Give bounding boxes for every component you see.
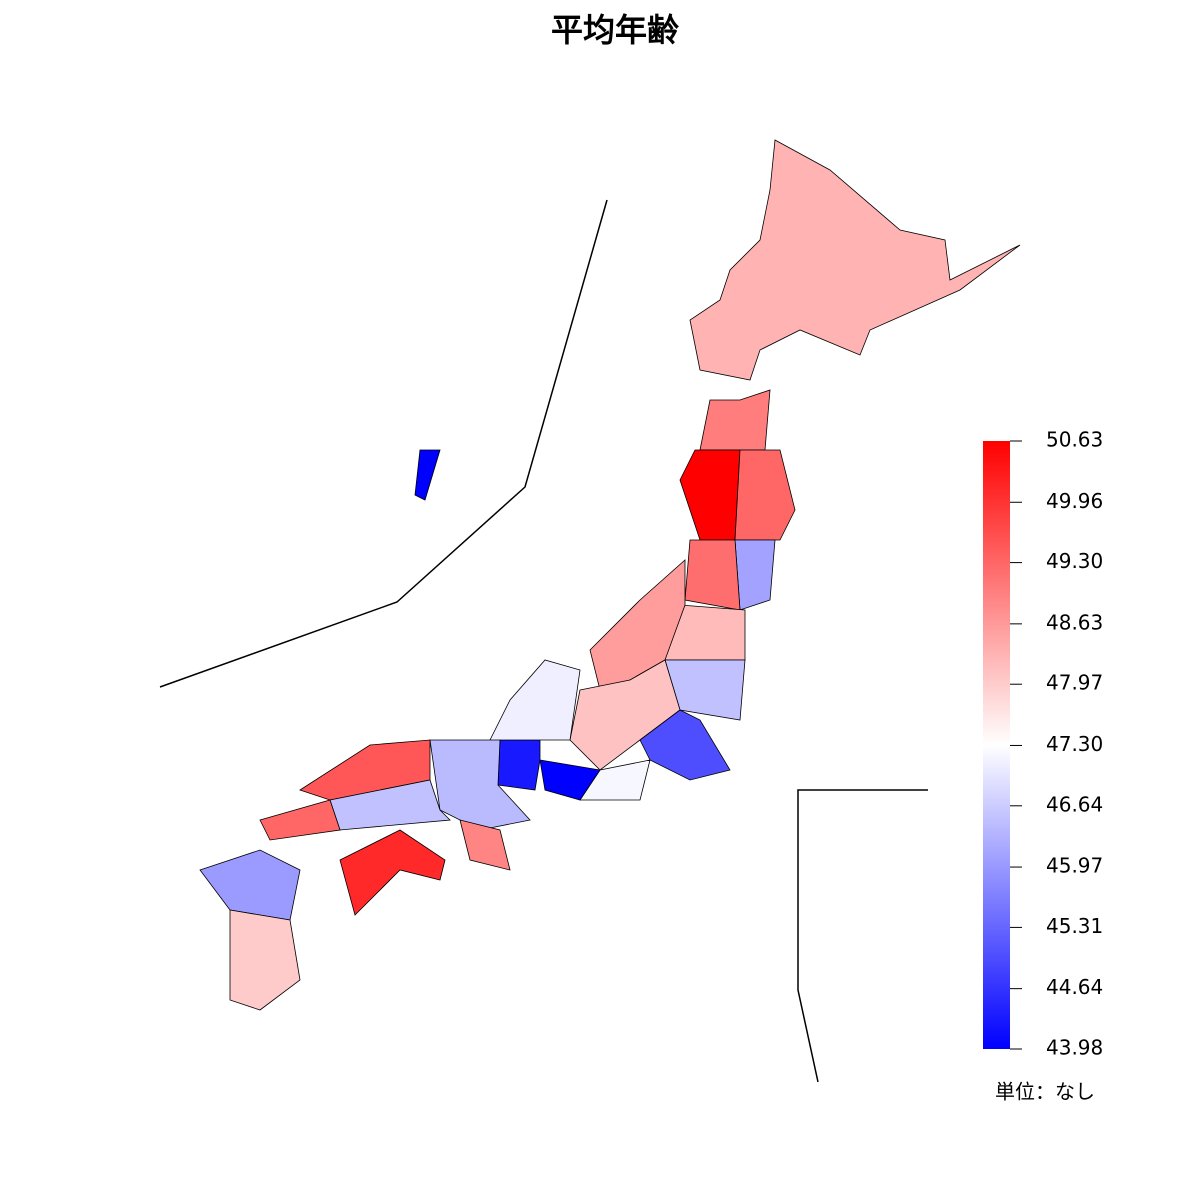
color-bar — [983, 441, 1010, 1049]
unit-note: 単位：なし — [995, 1080, 1095, 1104]
region — [299, 739, 431, 801]
region — [497, 739, 541, 791]
tick-label: 49.30 — [1046, 549, 1103, 573]
region — [259, 799, 341, 841]
region — [734, 539, 776, 611]
region — [199, 849, 301, 921]
region — [414, 449, 441, 501]
region — [734, 449, 796, 541]
region — [679, 449, 741, 541]
region — [699, 389, 771, 451]
tick-label: 45.31 — [1046, 914, 1103, 938]
tick-label: 49.96 — [1046, 489, 1103, 513]
region — [539, 759, 601, 801]
tick-label: 50.63 — [1046, 428, 1103, 452]
inset-border — [159, 199, 608, 688]
region — [229, 909, 301, 1011]
tick-label: 43.98 — [1046, 1036, 1103, 1060]
tick-label: 44.64 — [1046, 975, 1103, 999]
map-title: 平均年齢 — [551, 11, 679, 49]
region — [479, 659, 581, 761]
region — [339, 829, 446, 916]
tick-label: 48.63 — [1046, 610, 1103, 634]
region — [689, 139, 1021, 381]
tick-label: 47.30 — [1046, 732, 1103, 756]
region — [459, 819, 511, 871]
inset-border — [797, 789, 928, 1083]
tick-label: 47.97 — [1046, 671, 1103, 695]
tick-label: 45.97 — [1046, 854, 1103, 878]
region — [684, 539, 741, 611]
tick-label: 46.64 — [1046, 792, 1103, 816]
